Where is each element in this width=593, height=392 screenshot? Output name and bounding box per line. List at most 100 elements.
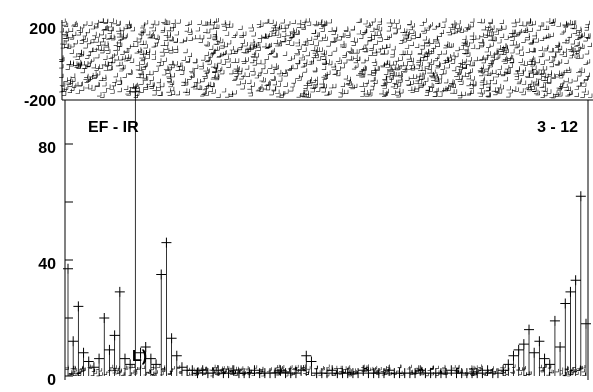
top-panel-point xyxy=(185,88,190,93)
top-panel-point xyxy=(173,48,179,53)
top-panel-point xyxy=(226,58,231,63)
top-panel-point xyxy=(280,19,285,24)
top-panel-point xyxy=(88,75,93,80)
top-panel-point xyxy=(74,63,79,68)
top-panel-point xyxy=(378,37,383,42)
top-panel-point xyxy=(322,60,327,65)
top-panel-point xyxy=(528,21,533,26)
top-panel-point xyxy=(190,73,195,78)
top-panel-point xyxy=(185,21,190,26)
top-panel-point xyxy=(437,32,442,37)
top-panel-point xyxy=(499,19,504,24)
top-panel-point xyxy=(118,61,123,66)
top-panel-point xyxy=(234,67,239,72)
top-panel-point xyxy=(398,56,403,61)
top-panel-point xyxy=(290,83,295,88)
bottom-panel-point xyxy=(114,286,125,297)
top-panel-point xyxy=(273,39,278,44)
top-panel-point xyxy=(539,83,544,88)
top-panel-point xyxy=(534,79,539,85)
top-panel-point xyxy=(281,37,286,42)
top-panel-point xyxy=(363,82,368,87)
top-panel-point xyxy=(289,27,294,33)
top-panel-point xyxy=(586,33,591,38)
top-panel-point xyxy=(103,66,108,71)
top-panel-point xyxy=(139,50,145,55)
top-panel-point xyxy=(469,84,474,89)
top-panel-point xyxy=(382,76,388,81)
top-panel-point xyxy=(396,82,402,87)
top-panel-point xyxy=(320,83,325,88)
top-panel-point xyxy=(393,29,398,35)
top-panel-point xyxy=(311,29,316,34)
top-panel-point xyxy=(531,48,536,53)
top-panel-point xyxy=(377,26,383,32)
top-panel-point xyxy=(541,87,546,92)
top-panel-point xyxy=(391,45,396,51)
top-panel-point xyxy=(116,77,122,82)
top-panel-point xyxy=(120,50,125,55)
bottom-panel-baseline-point xyxy=(112,370,116,374)
top-panel-point xyxy=(459,28,464,33)
top-panel-point xyxy=(568,54,573,59)
top-panel-point xyxy=(523,61,528,66)
top-panel-point xyxy=(168,60,173,65)
top-panel-point xyxy=(282,69,287,74)
top-panel-point xyxy=(107,23,112,28)
top-panel-point xyxy=(272,52,277,58)
top-panel-point xyxy=(427,69,432,74)
top-panel-point xyxy=(101,74,107,79)
top-panel-point xyxy=(434,39,440,44)
bottom-panel-baseline-point xyxy=(246,367,250,371)
top-panel-point xyxy=(271,23,276,29)
top-panel-point xyxy=(422,36,427,41)
top-panel-point xyxy=(497,39,502,44)
top-panel-point xyxy=(581,88,586,93)
top-panel-point xyxy=(480,68,486,74)
top-panel-point xyxy=(568,78,573,84)
top-panel-point xyxy=(248,24,253,29)
bottom-panel-point xyxy=(555,342,566,352)
top-panel-point xyxy=(234,58,240,63)
top-panel-point xyxy=(572,24,577,30)
top-panel-point xyxy=(528,57,533,62)
top-panel-point xyxy=(239,75,244,80)
top-panel-point xyxy=(419,83,424,88)
top-panel-point xyxy=(65,65,70,70)
top-panel-point xyxy=(121,64,126,70)
top-panel-point xyxy=(166,32,171,37)
bottom-panel-point xyxy=(575,191,586,202)
bottom-panel-point xyxy=(78,347,89,358)
bottom-panel-point xyxy=(63,263,73,274)
top-panel-point xyxy=(407,21,412,26)
top-panel-point xyxy=(382,84,387,89)
bottom-panel-baseline-point xyxy=(68,371,73,375)
bottom-panel-baseline-point xyxy=(73,368,78,372)
top-panel-point xyxy=(271,87,277,92)
top-panel-point xyxy=(196,34,201,40)
bottom-panel-point xyxy=(358,365,369,376)
bottom-panel-baseline-point xyxy=(550,370,554,374)
top-panel-point xyxy=(464,72,470,77)
top-panel-point xyxy=(351,41,356,46)
top-panel-point xyxy=(275,89,280,94)
top-panel-point xyxy=(198,38,203,43)
top-panel-point xyxy=(422,18,427,23)
top-panel-point xyxy=(86,51,91,56)
top-panel-point xyxy=(311,78,316,83)
top-panel-point xyxy=(216,53,221,58)
top-panel-point xyxy=(509,58,514,63)
top-panel-point xyxy=(229,69,234,75)
top-panel-point xyxy=(425,38,430,43)
top-panel-point xyxy=(176,19,181,24)
top-panel-point xyxy=(286,21,291,26)
top-panel-point xyxy=(398,39,404,44)
top-panel-point xyxy=(139,73,144,79)
top-panel-point xyxy=(435,61,440,66)
top-panel-point xyxy=(364,79,369,84)
top-panel-point xyxy=(276,33,282,38)
top-panel-point xyxy=(409,41,414,46)
top-panel-point xyxy=(549,62,554,68)
top-panel-point xyxy=(259,22,264,27)
top-panel-point xyxy=(385,63,390,68)
